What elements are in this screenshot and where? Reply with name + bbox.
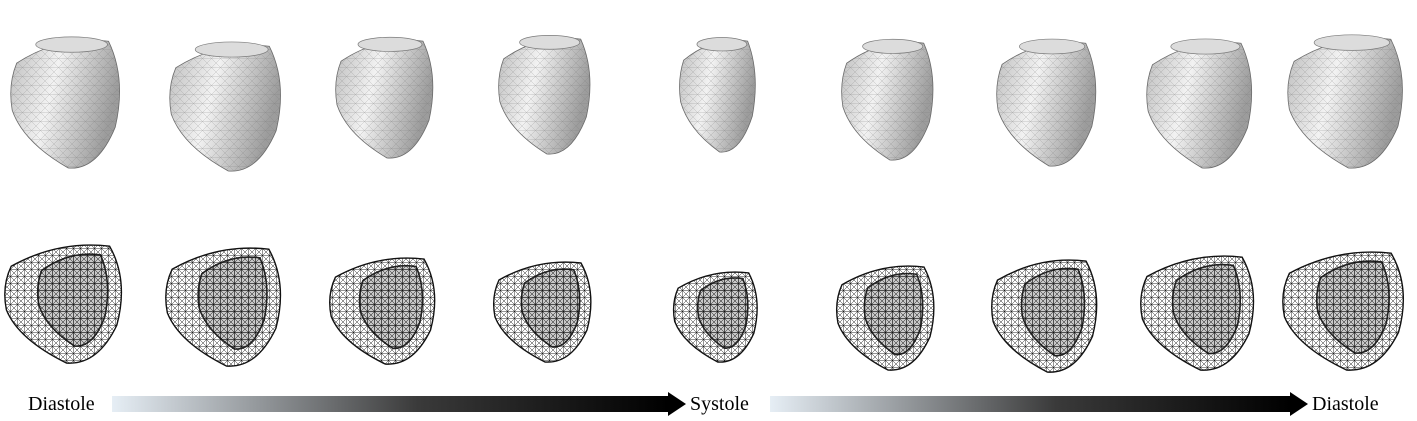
- surface-mesh-frame-5: [679, 37, 756, 153]
- cycle-arrows: [112, 392, 1308, 416]
- wireframe-mesh-frame-3: [329, 257, 436, 365]
- surface-mesh-frame-1: [10, 36, 120, 169]
- surface-mesh-frame-2: [169, 41, 281, 172]
- surface-mesh-frame-8: [1146, 38, 1253, 169]
- wireframe-mesh-frame-8: [1140, 255, 1255, 371]
- wireframe-mesh-row: [4, 244, 1405, 373]
- wireframe-mesh-frame-2: [165, 247, 282, 367]
- surface-mesh-frame-9: [1287, 34, 1403, 169]
- phase-label-systole: Systole: [690, 393, 749, 415]
- phase-label-diastole-start: Diastole: [28, 393, 95, 415]
- systole-to-diastole-arrow-bar: [770, 396, 1290, 412]
- surface-mesh-frame-6: [841, 38, 934, 161]
- surface-mesh-frame-7: [996, 38, 1097, 167]
- wireframe-mesh-frame-9: [1282, 251, 1405, 371]
- wireframe-mesh-frame-7: [991, 259, 1098, 373]
- wireframe-mesh-frame-1: [4, 244, 123, 364]
- phase-label-diastole-end: Diastole: [1312, 393, 1379, 415]
- diastole-to-systole-arrow-bar: [112, 396, 668, 412]
- wireframe-mesh-frame-4: [492, 261, 592, 363]
- surface-mesh-row: [10, 34, 1403, 172]
- systole-to-diastole-arrowhead: [1290, 392, 1308, 416]
- surface-mesh-frame-3: [335, 36, 434, 159]
- wireframe-mesh-frame-6: [835, 265, 935, 371]
- wireframe-mesh-frame-5: [672, 271, 758, 363]
- diastole-to-systole-arrowhead: [668, 392, 686, 416]
- surface-mesh-frame-4: [498, 35, 591, 155]
